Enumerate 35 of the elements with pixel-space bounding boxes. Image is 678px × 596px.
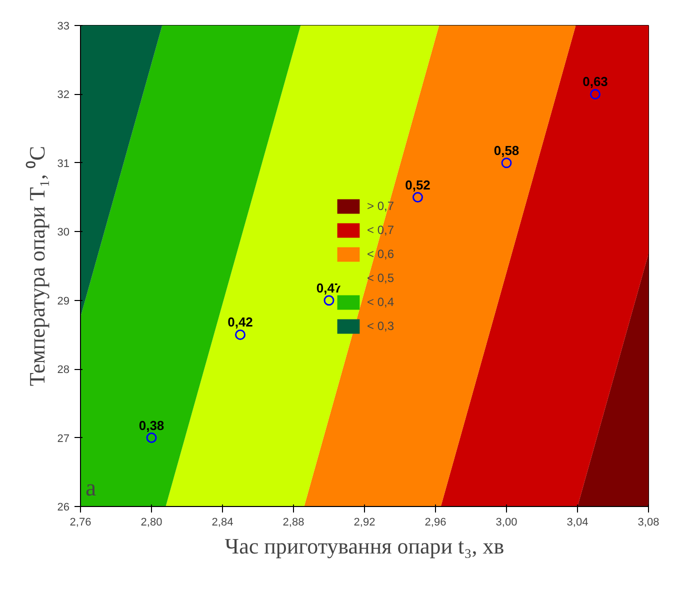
y-tick-label: 29 xyxy=(57,295,70,308)
x-tick-label: 2,92 xyxy=(354,516,376,528)
y-tick-label: 26 xyxy=(57,502,70,514)
point xyxy=(235,329,246,340)
point xyxy=(146,432,157,444)
legend-label: < 0,6 xyxy=(366,246,394,260)
y-tick-label: 32 xyxy=(57,89,70,102)
legend-label: < 0,3 xyxy=(366,318,394,332)
y-tick-label: 27 xyxy=(57,432,70,445)
point xyxy=(412,192,423,203)
x-tick-label: 3,00 xyxy=(496,516,518,528)
y-tick-label: 30 xyxy=(57,226,70,239)
x-tick-label: 2,76 xyxy=(70,516,92,528)
x-tick-label: 3,04 xyxy=(566,516,588,528)
x-tick-label: 3,08 xyxy=(638,516,660,528)
x-tick-label: 2,84 xyxy=(212,516,234,528)
point xyxy=(590,88,600,100)
legend-label: < 0,5 xyxy=(366,270,394,284)
x-tick-label: 2,96 xyxy=(424,516,446,528)
annotation: 0,63 xyxy=(582,74,608,90)
point xyxy=(501,158,512,168)
y-tick-label: 28 xyxy=(57,364,70,376)
y-tick-label: 31 xyxy=(57,158,70,170)
annotation: 0,38 xyxy=(138,418,164,433)
x-tick-label: 2,80 xyxy=(140,516,162,528)
x-axis-title: Час приготування опари t₃, хв xyxy=(224,534,504,558)
annotation: а xyxy=(86,476,96,502)
point xyxy=(324,295,334,306)
annotation: 0,58 xyxy=(494,142,520,158)
annotation: 0,52 xyxy=(405,177,430,192)
y-axis-title: Температура опари T₁, ⁰C xyxy=(24,146,50,386)
x-tick-label: 2,88 xyxy=(282,516,304,528)
y-tick-label: 33 xyxy=(57,20,70,32)
annotation: 0,42 xyxy=(228,314,253,330)
legend-label: < 0,4 xyxy=(366,294,394,308)
